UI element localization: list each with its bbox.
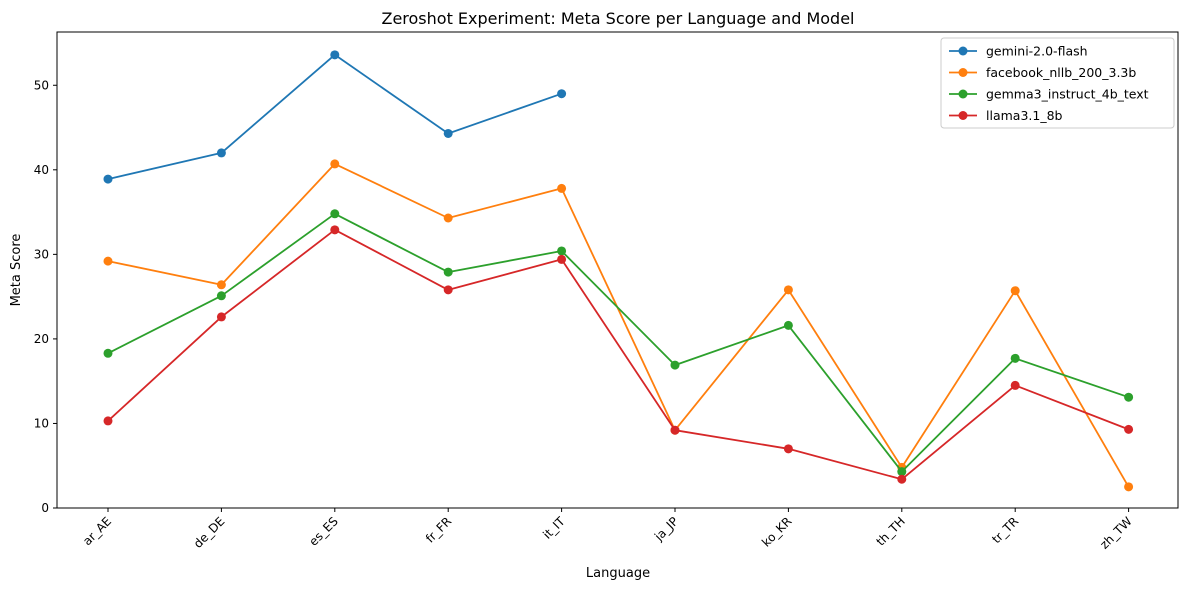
data-point xyxy=(783,444,793,454)
data-point xyxy=(103,174,113,184)
y-axis-label: Meta Score xyxy=(9,234,24,307)
y-tick-label: 40 xyxy=(34,163,49,177)
legend-item: facebook_nllb_200_3.3b xyxy=(949,65,1136,80)
legend: gemini-2.0-flash facebook_nllb_200_3.3bge… xyxy=(940,37,1175,129)
data-point xyxy=(1124,392,1134,402)
legend-label: facebook_nllb_200_3.3b xyxy=(986,65,1136,80)
series-0 xyxy=(103,50,567,184)
legend-item: gemini-2.0-flash xyxy=(949,44,1088,59)
data-point xyxy=(443,213,453,223)
data-point xyxy=(216,312,226,322)
y-tick-label: 30 xyxy=(34,247,49,261)
x-tick-label: tr_TR xyxy=(989,514,1021,546)
data-point xyxy=(1124,424,1134,434)
data-point xyxy=(897,474,907,484)
legend-item: gemma3_instruct_4b_text xyxy=(949,87,1149,102)
series-3 xyxy=(103,225,1134,484)
y-tick-label: 0 xyxy=(41,501,49,515)
legend-box xyxy=(940,37,1175,129)
data-point xyxy=(783,320,793,330)
legend-swatch-marker xyxy=(958,68,968,77)
data-point xyxy=(103,256,113,266)
data-point xyxy=(783,285,793,295)
data-point xyxy=(557,254,567,264)
x-tick-label: zh_TW xyxy=(1097,514,1135,552)
data-point xyxy=(330,159,340,169)
data-point xyxy=(557,89,567,99)
data-point xyxy=(557,183,567,193)
data-point xyxy=(216,148,226,158)
data-point xyxy=(330,50,340,60)
data-point xyxy=(557,246,567,256)
data-point xyxy=(670,425,680,435)
chart-title: Zeroshot Experiment: Meta Score per Lang… xyxy=(381,9,854,28)
data-point xyxy=(670,360,680,370)
y-tick-label: 50 xyxy=(34,78,49,92)
y-tick-label: 10 xyxy=(34,416,49,430)
legend-swatch-marker xyxy=(958,46,968,56)
data-point xyxy=(443,285,453,295)
x-tick-label: ja_JP xyxy=(651,514,681,544)
series-2 xyxy=(103,209,1134,477)
data-point xyxy=(1124,482,1134,492)
data-point xyxy=(1010,286,1020,296)
data-point xyxy=(103,348,113,358)
x-tick-label: it_IT xyxy=(540,514,568,542)
legend-label: llama3.1_8b xyxy=(986,108,1063,123)
x-tick-label: de_DE xyxy=(191,514,228,551)
legend-swatch-marker xyxy=(958,89,968,99)
y-tick-label: 20 xyxy=(34,332,49,346)
data-point xyxy=(103,416,113,426)
legend-label: gemma3_instruct_4b_text xyxy=(986,87,1149,102)
legend-item: llama3.1_8b xyxy=(949,108,1063,123)
legend-label: gemini-2.0-flash xyxy=(986,44,1088,59)
data-point xyxy=(216,280,226,290)
data-point xyxy=(443,267,453,277)
data-point xyxy=(1010,353,1020,363)
data-point xyxy=(1010,380,1020,390)
plot-frame xyxy=(56,31,1179,509)
x-tick-label: ar_AE xyxy=(80,514,114,548)
x-tick-label: th_TH xyxy=(874,514,908,548)
series-1 xyxy=(103,159,1134,492)
data-point xyxy=(443,128,453,138)
data-point xyxy=(897,467,907,477)
series-line xyxy=(107,212,1129,473)
series-line xyxy=(107,228,1129,481)
x-tick-label: fr_FR xyxy=(423,514,454,545)
legend-swatch-marker xyxy=(958,111,968,120)
x-tick-label: es_ES xyxy=(306,514,341,549)
series-line xyxy=(107,162,1130,488)
x-tick-label: ko_KR xyxy=(759,514,794,549)
data-point xyxy=(330,225,340,235)
data-point xyxy=(330,209,340,219)
x-axis-label: Language xyxy=(586,566,650,581)
data-point xyxy=(216,291,226,301)
